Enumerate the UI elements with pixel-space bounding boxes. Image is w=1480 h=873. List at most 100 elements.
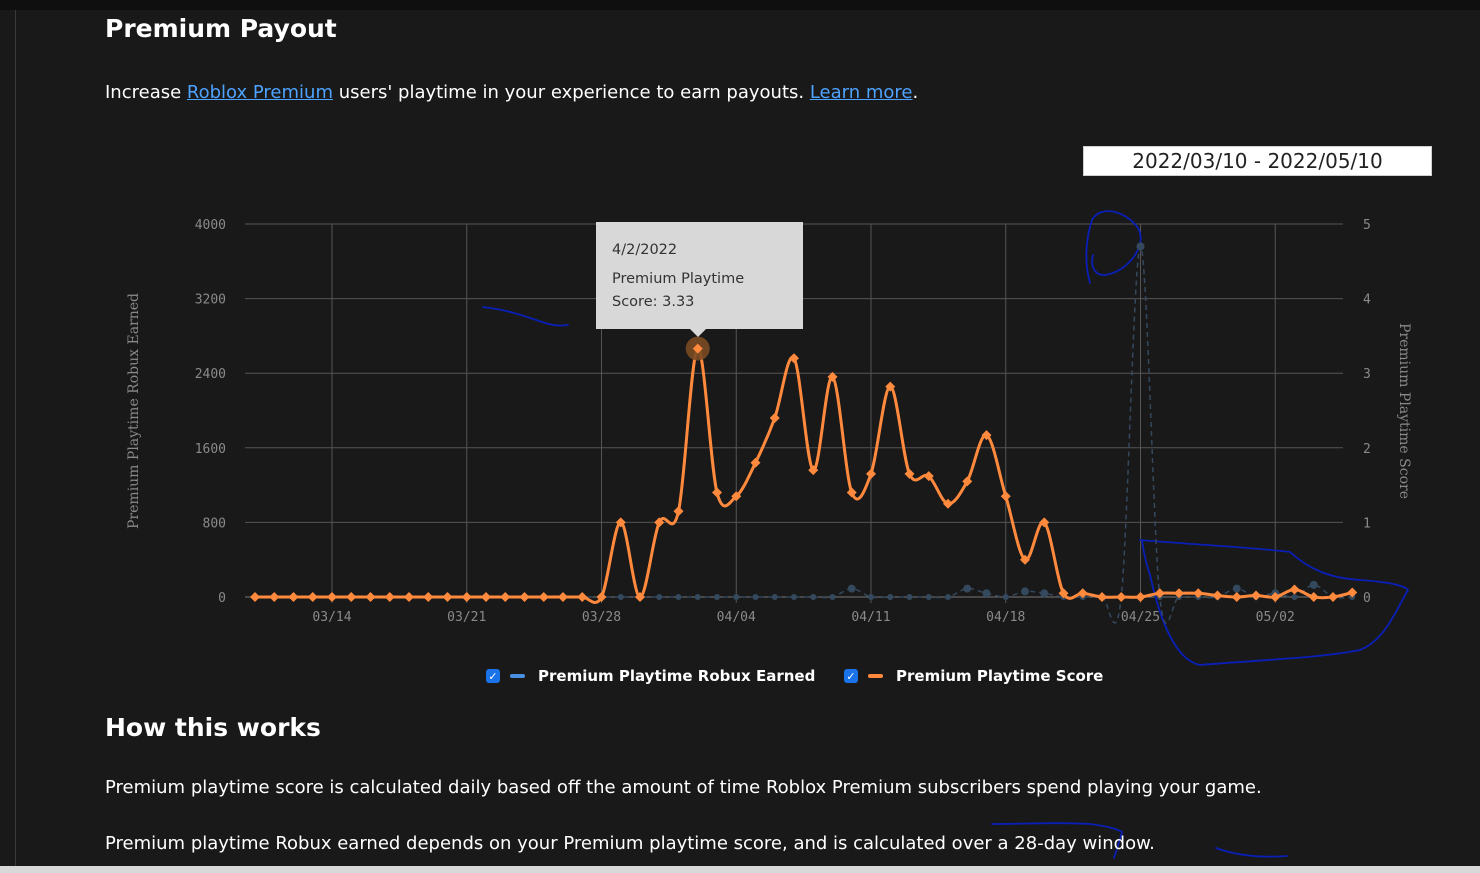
annotation-stroke xyxy=(1139,539,1410,666)
score-data-point xyxy=(384,592,395,602)
score-data-point xyxy=(558,592,568,602)
robux-data-point xyxy=(675,594,682,600)
roblox-premium-link[interactable]: Roblox Premium xyxy=(186,82,333,103)
score-data-point xyxy=(1135,592,1146,602)
score-data-point xyxy=(519,592,530,602)
score-data-point xyxy=(885,381,896,392)
score-data-point xyxy=(1231,592,1242,602)
robux-data-point xyxy=(1021,587,1029,596)
score-data-point xyxy=(962,476,973,487)
chart-tooltip: 4/2/2022 Premium Playtime Score: 3.33 xyxy=(596,222,803,337)
x-tick-label: 03/21 xyxy=(447,610,486,625)
page-title: Premium Payout xyxy=(105,14,337,43)
score-data-point xyxy=(288,592,299,602)
score-legend-label: Premium Playtime Score xyxy=(896,667,1104,685)
score-data-point xyxy=(250,592,260,602)
score-data-point xyxy=(827,371,838,382)
score-data-point xyxy=(923,471,934,482)
learn-more-link[interactable]: Learn more xyxy=(809,82,913,103)
explanation-paragraph-2: Premium playtime Robux earned depends on… xyxy=(105,833,1155,854)
x-tick-label: 04/18 xyxy=(986,610,1025,625)
score-data-point xyxy=(1251,590,1261,601)
robux-data-point xyxy=(906,594,913,600)
robux-data-point xyxy=(1309,580,1318,589)
robux-data-point xyxy=(714,594,720,600)
score-data-point xyxy=(846,487,857,498)
x-tick-label: 04/25 xyxy=(1121,610,1160,625)
score-data-point xyxy=(1077,588,1088,599)
tooltip-date: 4/2/2022 xyxy=(612,242,678,258)
robux-data-point xyxy=(810,594,817,600)
y-left-tick-label: 2400 xyxy=(195,367,226,382)
score-data-point xyxy=(1154,588,1165,599)
score-data-point xyxy=(577,592,588,602)
robux-swatch xyxy=(510,674,525,678)
y-left-tick-label: 1600 xyxy=(195,442,226,457)
annotation-stroke xyxy=(991,822,1124,859)
score-data-point xyxy=(750,457,761,468)
x-tick-label: 03/14 xyxy=(312,610,351,625)
left-divider xyxy=(15,10,16,873)
score-data-point xyxy=(866,468,876,479)
score-data-point xyxy=(461,592,472,602)
score-data-point xyxy=(808,465,819,476)
score-data-point xyxy=(442,592,453,602)
score-data-point xyxy=(635,592,645,602)
score-series-line xyxy=(254,347,1353,604)
score-data-point xyxy=(481,592,491,602)
x-tick-label: 05/02 xyxy=(1256,610,1295,625)
intro-text: Increase Roblox Premium users' playtime … xyxy=(105,82,918,103)
score-data-point xyxy=(615,517,626,528)
legend-item-robux[interactable]: ✓ Premium Playtime Robux Earned xyxy=(486,664,815,688)
score-data-point xyxy=(1000,491,1011,502)
score-data-point xyxy=(731,491,742,502)
score-data-point xyxy=(981,430,992,441)
x-tick-label: 04/11 xyxy=(851,610,890,625)
score-data-point xyxy=(1058,588,1069,599)
score-data-point xyxy=(1116,592,1127,602)
score-data-point xyxy=(904,468,915,479)
robux-data-point xyxy=(656,594,663,600)
score-data-point xyxy=(712,487,722,498)
robux-checkbox[interactable]: ✓ xyxy=(486,669,500,683)
robux-data-point xyxy=(791,594,797,600)
top-bar xyxy=(0,0,1480,10)
score-data-point xyxy=(538,592,549,602)
score-data-point xyxy=(1328,592,1338,602)
score-checkbox[interactable]: ✓ xyxy=(844,669,858,683)
y-axis-left-label: Premium Playtime Robux Earned xyxy=(126,293,142,529)
robux-data-point xyxy=(925,594,932,600)
score-swatch xyxy=(868,674,883,678)
score-data-point xyxy=(673,506,684,517)
date-range-picker[interactable]: 2022/03/10 - 2022/05/10 xyxy=(1083,146,1432,176)
score-data-point xyxy=(769,412,780,423)
y-right-tick-label: 0 xyxy=(1363,591,1371,606)
y-axis-right-label: Premium Playtime Score xyxy=(1396,323,1412,499)
score-data-point xyxy=(327,592,337,602)
robux-data-point xyxy=(868,594,874,600)
score-data-point xyxy=(307,592,318,602)
bottom-scrollbar[interactable] xyxy=(0,866,1480,873)
score-data-point xyxy=(346,592,357,602)
score-data-point xyxy=(1347,587,1358,598)
robux-data-point xyxy=(694,594,701,600)
y-right-tick-label: 1 xyxy=(1363,516,1371,531)
y-left-tick-label: 3200 xyxy=(195,293,226,308)
robux-data-point xyxy=(1002,594,1009,600)
robux-data-point xyxy=(829,594,836,600)
score-data-point xyxy=(943,498,953,509)
y-right-tick-label: 5 xyxy=(1363,218,1371,233)
robux-data-point xyxy=(887,594,894,600)
robux-series-line xyxy=(254,245,1353,624)
score-data-point xyxy=(692,343,703,354)
y-right-tick-label: 4 xyxy=(1363,293,1371,308)
score-data-point xyxy=(423,592,434,602)
intro-prefix: Increase xyxy=(105,82,187,103)
robux-data-point xyxy=(771,594,778,600)
x-tick-label: 04/04 xyxy=(717,610,756,625)
score-data-point xyxy=(654,517,665,528)
legend-item-score[interactable]: ✓ Premium Playtime Score xyxy=(844,664,1103,688)
score-data-point xyxy=(1212,590,1223,601)
score-data-point xyxy=(269,592,280,602)
